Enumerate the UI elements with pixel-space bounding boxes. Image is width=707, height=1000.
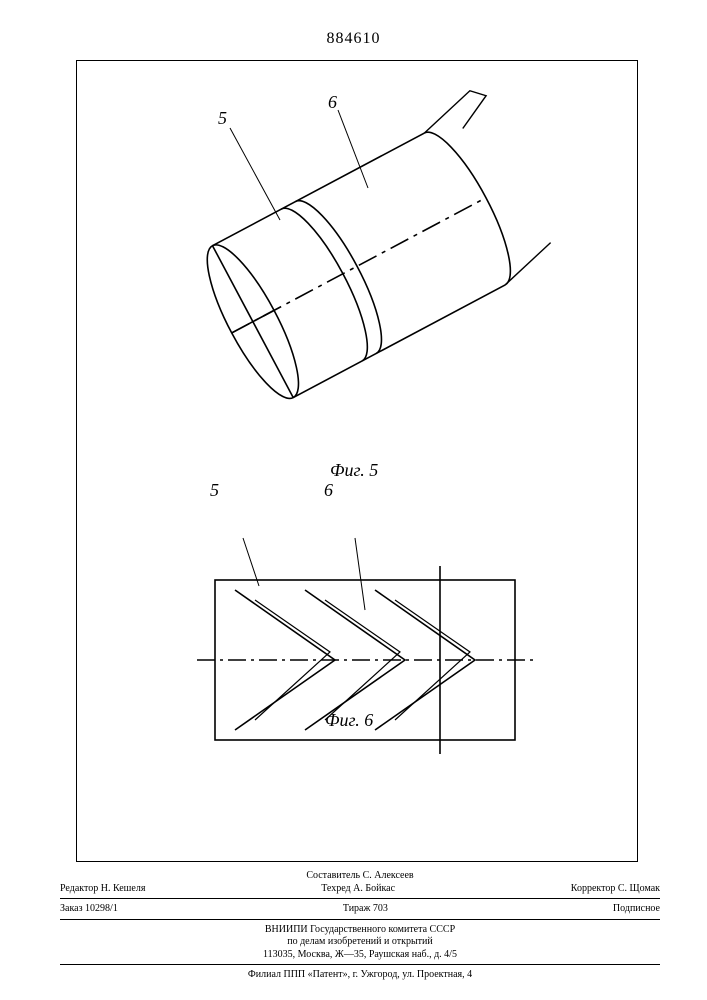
fig5-ref-6: 6 xyxy=(328,92,337,113)
tech-name: А. Бойкас xyxy=(353,883,395,894)
figure-5-svg xyxy=(120,80,580,440)
fig5-caption: Фиг. 5 xyxy=(330,460,378,481)
fig6-caption: Фиг. 6 xyxy=(325,710,373,731)
order-value: 10298/1 xyxy=(85,903,118,914)
corrector-label: Корректор xyxy=(571,883,616,894)
page: 884610 5 6 Фиг. 5 xyxy=(0,0,707,1000)
compiler-label: Составитель xyxy=(306,870,360,881)
compiler-name: С. Алексеев xyxy=(363,870,414,881)
editor-name: Н. Кешеля xyxy=(101,883,146,894)
podpisnoe: Подписное xyxy=(613,903,660,916)
addr-line-1: 113035, Москва, Ж—35, Раушская наб., д. … xyxy=(60,949,660,962)
document-number: 884610 xyxy=(0,30,707,48)
footer: Составитель С. Алексеев Редактор Н. Кеше… xyxy=(60,870,660,982)
org-line-1: ВНИИПИ Государственного комитета СССР xyxy=(60,924,660,937)
tech-label: Техред xyxy=(321,883,350,894)
fig6-ref-5: 5 xyxy=(210,480,219,501)
footer-rule-2 xyxy=(60,919,660,920)
fig6-ref-6: 6 xyxy=(324,480,333,501)
tirazh-label: Тираж xyxy=(343,903,371,914)
corrector-name: С. Щомак xyxy=(618,883,660,894)
footer-rule-3 xyxy=(60,964,660,965)
addr-line-2: Филиал ППП «Патент», г. Ужгород, ул. Про… xyxy=(60,969,660,982)
editor-label: Редактор xyxy=(60,883,98,894)
fig5-ref-5: 5 xyxy=(218,108,227,129)
org-line-2: по делам изобретений и открытий xyxy=(60,936,660,949)
tirazh-value: 703 xyxy=(373,903,388,914)
order-label: Заказ xyxy=(60,903,83,914)
footer-rule-1 xyxy=(60,898,660,899)
